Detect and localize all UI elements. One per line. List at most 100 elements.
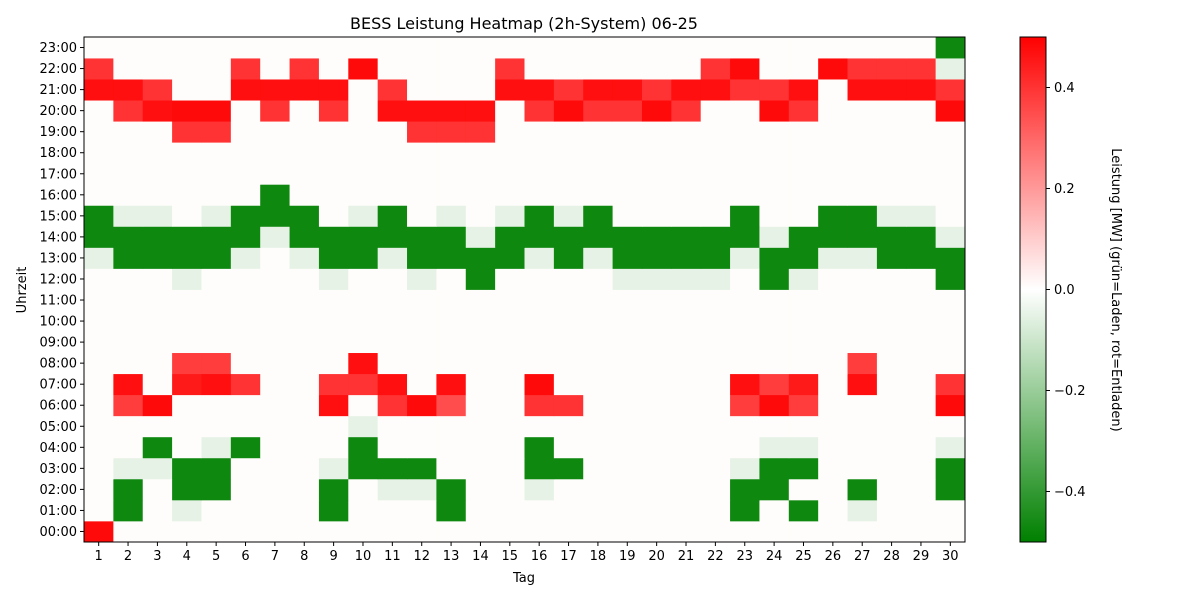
heatmap-cell: [524, 163, 555, 185]
heatmap-cell: [289, 289, 320, 311]
heatmap-cell: [935, 268, 966, 290]
heatmap-cell: [142, 205, 173, 227]
heatmap-cell: [641, 226, 672, 248]
heatmap-cell: [700, 373, 731, 396]
heatmap-cell: [465, 205, 496, 227]
x-axis: 1 2 3 4 5 6 7 8 9 10 11 12 13 14 15 16 17 18 19 20 21 22 23 24 2…: [95, 542, 959, 564]
heatmap-cell: [230, 415, 261, 438]
heatmap-cell: [788, 79, 819, 101]
heatmap-cell: [407, 478, 437, 501]
heatmap-cell: [84, 436, 114, 459]
heatmap-cell: [524, 310, 555, 332]
heatmap-cell: [524, 121, 555, 143]
heatmap-cell: [700, 121, 731, 143]
heatmap-cell: [172, 268, 202, 290]
heatmap-cell: [201, 289, 232, 311]
heatmap-cell: [730, 415, 760, 438]
heatmap-cell: [230, 58, 261, 80]
heatmap-cell: [407, 373, 437, 396]
heatmap-cell: [495, 205, 525, 227]
heatmap-cell: [641, 205, 672, 227]
heatmap-cell: [465, 58, 496, 80]
heatmap-cell: [201, 436, 232, 459]
heatmap-cell: [641, 121, 672, 143]
heatmap-cell: [583, 121, 613, 143]
heatmap-cell: [847, 37, 878, 59]
heatmap-cell: [495, 79, 525, 101]
x-tick-label: 27: [854, 549, 871, 564]
heatmap-cell: [318, 331, 349, 354]
heatmap-cell: [113, 37, 144, 59]
heatmap-cell: [700, 184, 731, 206]
heatmap-cell: [318, 499, 349, 522]
heatmap-cell: [230, 226, 261, 248]
heatmap-cell: [788, 373, 819, 396]
heatmap-cell: [671, 247, 702, 269]
heatmap-cell: [407, 247, 437, 269]
heatmap-cell: [788, 436, 819, 459]
heatmap-cell: [377, 100, 408, 122]
heatmap-cell: [876, 436, 907, 459]
y-tick-label: 04:00: [40, 441, 77, 456]
heatmap-cell: [113, 247, 144, 269]
x-tick-label: 26: [825, 549, 842, 564]
heatmap-cell: [113, 352, 144, 375]
heatmap-cell: [906, 163, 937, 185]
heatmap-cell: [906, 58, 937, 80]
heatmap-cell: [113, 142, 144, 164]
heatmap-cell: [553, 37, 584, 59]
heatmap-cell: [230, 310, 261, 332]
heatmap-cell: [700, 436, 731, 459]
heatmap-cell: [318, 184, 349, 206]
heatmap-cell: [377, 478, 408, 501]
heatmap-cell: [172, 352, 202, 375]
heatmap-cell: [142, 499, 173, 522]
heatmap-cell: [906, 100, 937, 122]
heatmap-cell: [465, 394, 496, 417]
heatmap-cell: [876, 205, 907, 227]
heatmap-cell: [641, 184, 672, 206]
heatmap-cell: [230, 289, 261, 311]
heatmap-cell: [260, 142, 290, 164]
heatmap-cell: [113, 478, 144, 501]
plot-frame: [83, 36, 966, 543]
heatmap-cell: [465, 436, 496, 459]
heatmap-cell: [289, 331, 320, 354]
heatmap-cell: [583, 226, 613, 248]
x-tick-label: 4: [183, 549, 191, 564]
heatmap-cell: [142, 79, 173, 101]
heatmap-cell: [671, 394, 702, 417]
x-tick-label: 21: [678, 549, 695, 564]
heatmap-cell: [113, 163, 144, 185]
heatmap-cell: [553, 247, 584, 269]
heatmap-cell: [847, 205, 878, 227]
heatmap-cell: [876, 37, 907, 59]
heatmap-cell: [230, 142, 261, 164]
heatmap-cell: [788, 184, 819, 206]
heatmap-cell: [495, 58, 525, 80]
heatmap-cell: [436, 184, 467, 206]
heatmap-cell: [84, 520, 114, 543]
heatmap-cell: [524, 352, 555, 375]
heatmap-cell: [641, 373, 672, 396]
x-tick-label: 20: [648, 549, 665, 564]
heatmap-cell: [436, 268, 467, 290]
heatmap-cell: [612, 163, 643, 185]
heatmap-cell: [260, 121, 290, 143]
heatmap-cell: [788, 226, 819, 248]
heatmap-cell: [407, 100, 437, 122]
heatmap-cell: [172, 478, 202, 501]
heatmap-cell: [172, 499, 202, 522]
heatmap-cell: [524, 415, 555, 438]
heatmap-cell: [671, 352, 702, 375]
heatmap-cell: [612, 247, 643, 269]
heatmap-cell: [818, 310, 848, 332]
heatmap-cell: [407, 268, 437, 290]
heatmap-cell: [818, 142, 848, 164]
heatmap-cell: [730, 436, 760, 459]
heatmap-cell: [436, 58, 467, 80]
heatmap-cell: [671, 268, 702, 290]
y-tick-label: 20:00: [40, 104, 77, 119]
heatmap-cell: [377, 268, 408, 290]
heatmap-cell: [583, 184, 613, 206]
